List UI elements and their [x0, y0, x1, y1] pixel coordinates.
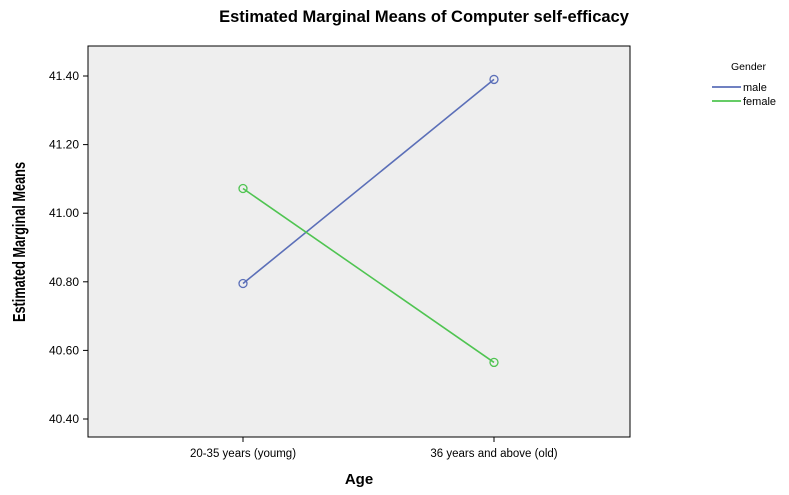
legend-title: Gender [731, 61, 767, 73]
plot-area [87, 45, 631, 438]
series-line-female [242, 187, 495, 364]
y-axis: 40.40 40.60 40.80 41.00 41.20 41.40 [49, 46, 89, 437]
legend: Gender male female [712, 61, 776, 108]
y-tick-label: 40.40 [49, 412, 79, 426]
x-axis-label: Age [345, 471, 373, 488]
x-tick-label: 36 years and above (old) [430, 448, 557, 460]
x-tick-label: 20-35 years (youmg) [190, 448, 296, 460]
data-point-female [489, 357, 499, 368]
y-tick-label: 41.20 [49, 138, 79, 152]
y-axis-label: Estimated Marginal Means [10, 162, 29, 322]
legend-label: male [743, 82, 767, 94]
data-point-male [489, 74, 499, 85]
series-layer [238, 74, 499, 368]
y-tick-label: 41.00 [49, 206, 79, 220]
series-line-male [242, 78, 495, 285]
legend-label: female [743, 96, 776, 108]
x-axis: 20-35 years (youmg) 36 years and above (o… [190, 437, 558, 460]
y-tick-label: 40.60 [49, 343, 79, 357]
y-tick-label: 41.40 [49, 69, 79, 83]
y-tick-label: 40.80 [49, 275, 79, 289]
data-point-male [238, 278, 248, 289]
chart-title: Estimated Marginal Means of Computer sel… [219, 8, 630, 26]
data-point-female [238, 183, 248, 194]
